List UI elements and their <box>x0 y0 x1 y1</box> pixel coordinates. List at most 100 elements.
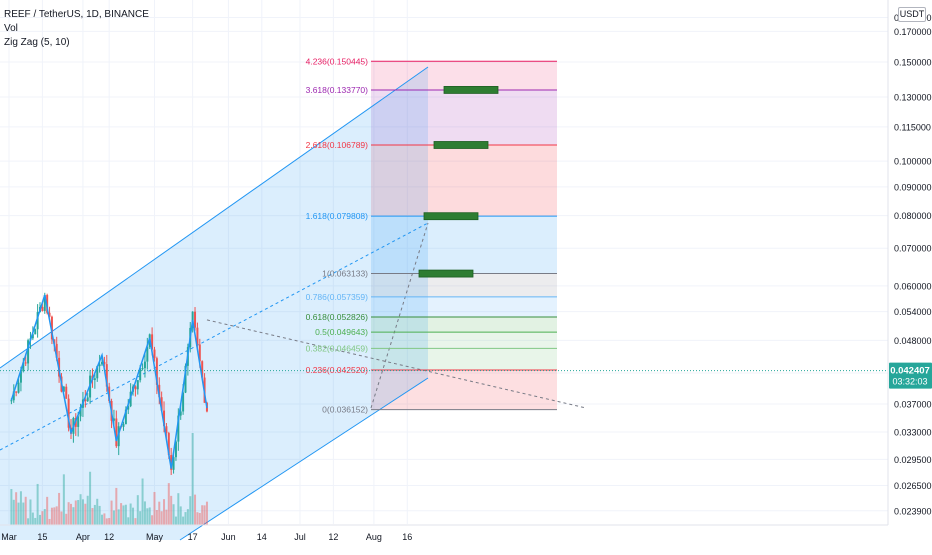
volume-bar <box>55 506 58 525</box>
time-tick-label: Apr <box>76 532 90 542</box>
candle-body <box>31 334 34 339</box>
volume-bar <box>15 492 18 525</box>
bar-countdown: 03:32:03 <box>892 377 927 387</box>
volume-bar <box>65 513 68 525</box>
volume-bar <box>153 491 156 525</box>
time-tick-label: 17 <box>188 532 198 542</box>
volume-bar <box>50 507 53 525</box>
fib-level-label: 0.786(0.057359) <box>306 292 369 302</box>
volume-bar <box>167 483 170 525</box>
candle-body <box>182 392 185 412</box>
volume-bar <box>48 518 51 525</box>
volume-bar <box>139 511 142 525</box>
volume-bar <box>34 517 37 525</box>
candle-body <box>65 386 68 399</box>
fib-zone <box>371 145 557 217</box>
candle-body <box>112 418 115 421</box>
volume-bar <box>58 492 61 525</box>
price-tick-label: 0.130000 <box>894 92 932 102</box>
fib-zone <box>371 61 557 90</box>
candle-body <box>77 416 80 427</box>
volume-bar <box>101 514 104 525</box>
time-tick-label: 14 <box>257 532 267 542</box>
fib-level-label: 0.236(0.042520) <box>306 365 369 375</box>
candle-body <box>96 366 99 379</box>
volume-bar <box>27 518 30 525</box>
volume-bar <box>170 495 173 525</box>
grid-lines <box>0 0 888 524</box>
candle-body <box>172 457 175 470</box>
price-tick-label: 0.090000 <box>894 182 932 192</box>
volume-bar <box>201 505 204 525</box>
time-tick-label: 12 <box>104 532 114 542</box>
target-bar <box>418 269 474 278</box>
volume-bar <box>122 505 125 525</box>
ascending-channel[interactable] <box>0 66 429 541</box>
volume-bar <box>62 474 65 525</box>
candle-body <box>163 410 166 427</box>
candle-body <box>15 391 18 393</box>
candle-body <box>86 397 89 402</box>
price-tick-label: 0.054000 <box>894 307 932 317</box>
candle-body <box>98 364 101 367</box>
volume-bar <box>158 501 161 525</box>
fib-level-label: 0.5(0.049643) <box>315 327 368 337</box>
candle-body <box>194 311 197 328</box>
volume-bar <box>165 509 168 525</box>
candle-body <box>105 364 108 387</box>
candle-body <box>55 343 58 358</box>
candle-body <box>10 400 13 402</box>
volume-bar <box>17 502 20 525</box>
volume-bar <box>132 507 135 525</box>
candle-body <box>153 349 156 359</box>
volume-bar <box>41 511 44 525</box>
volume-indicator-label[interactable]: Vol <box>4 23 18 34</box>
candle-body <box>184 365 187 393</box>
volume-bar <box>112 510 115 525</box>
volume-bar <box>205 501 208 525</box>
symbol-title[interactable]: REEF / TetherUS, 1D, BINANCE <box>4 9 149 20</box>
candle-body <box>67 398 70 428</box>
volume-bar <box>136 495 139 525</box>
candle-body <box>146 346 149 362</box>
volume-bar <box>93 504 96 525</box>
volume-bar <box>134 518 137 525</box>
fib-level-label: 0.382(0.046459) <box>306 343 369 353</box>
zigzag-indicator-label[interactable]: Zig Zag (5, 10) <box>4 37 70 48</box>
price-axis[interactable]: 0.1800000.1700000.1500000.1300000.115000… <box>887 0 932 525</box>
fib-level-lines: 4.236(0.150445) 3.618(0.133770) 2.618(0.10… <box>306 56 557 415</box>
currency-badge[interactable]: USDT <box>898 7 926 22</box>
volume-bar <box>117 509 120 525</box>
fib-level-label: 3.618(0.133770) <box>306 85 369 95</box>
candle-body <box>19 371 22 383</box>
candle-body <box>127 406 130 410</box>
candle-body <box>134 386 137 390</box>
volume-bar <box>194 494 197 525</box>
volume-bar <box>105 518 108 525</box>
volume-bar <box>91 508 94 525</box>
volume-bar <box>129 503 132 525</box>
volume-bar <box>160 511 163 525</box>
channel-upper-line <box>0 66 429 369</box>
volume-bar <box>148 507 151 525</box>
candle-body <box>62 386 65 392</box>
fib-level-label: 1.618(0.079808) <box>306 211 369 221</box>
fib-zone <box>371 316 557 333</box>
fib-zone <box>371 273 557 297</box>
candle-body <box>101 361 104 365</box>
target-bar <box>423 212 479 221</box>
volume-bar <box>77 500 80 525</box>
time-tick-label: Aug <box>366 532 382 542</box>
target-bar <box>433 141 489 149</box>
volume-bar <box>24 496 27 525</box>
candle-body <box>34 329 37 335</box>
price-tick-label: 0.070000 <box>894 244 932 254</box>
volume-bar <box>189 496 192 525</box>
candle-body <box>22 362 25 372</box>
volume-bar <box>12 499 15 525</box>
target-bars <box>418 86 499 278</box>
volume-bar <box>151 515 154 525</box>
time-axis[interactable]: Mar 15 Apr 12 May 17 Jun 14 Jul 12 Aug 16 <box>0 524 888 542</box>
